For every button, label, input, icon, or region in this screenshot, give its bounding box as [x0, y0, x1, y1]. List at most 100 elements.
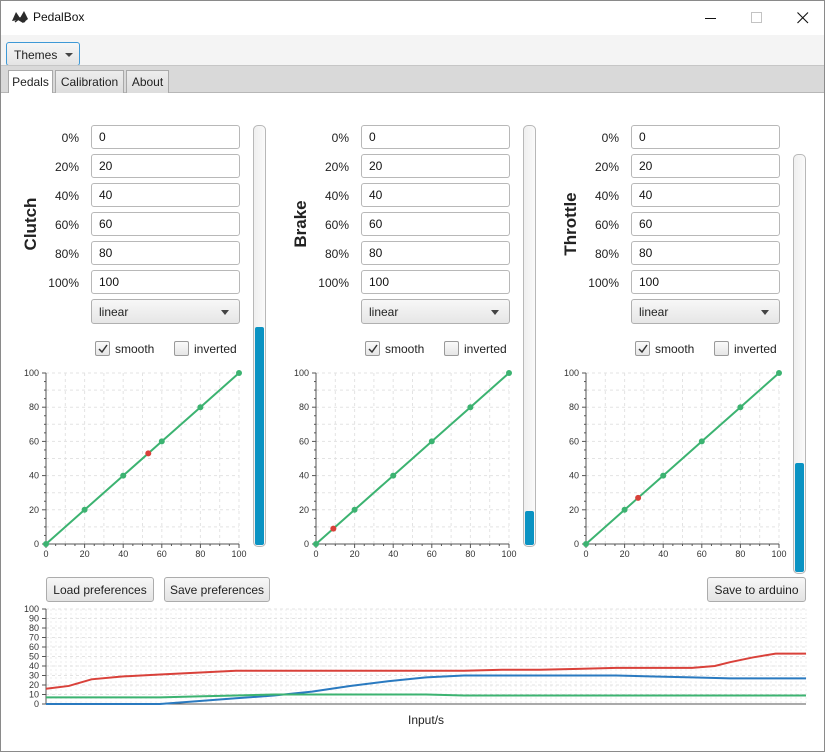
throttle-pct-label: 20%	[594, 160, 619, 174]
y-tick-label: 100	[24, 604, 39, 614]
curve-point	[390, 472, 397, 479]
curve-point	[43, 541, 49, 547]
clutch-curve-line	[45, 372, 240, 545]
close-button[interactable]	[780, 1, 825, 35]
clutch-history-line	[45, 652, 806, 690]
checkmark-icon	[98, 344, 108, 354]
x-tick-label: 100	[771, 549, 786, 559]
brake-pct-label: 100%	[318, 276, 349, 290]
checkmark-icon	[368, 344, 378, 354]
brake-inverted-label: inverted	[464, 342, 507, 356]
clutch-smooth-label: smooth	[115, 342, 155, 356]
curve-point	[776, 370, 782, 376]
throttle-pct-label: 0%	[601, 131, 619, 145]
x-tick-label: 0	[313, 549, 318, 559]
save-preferences-button[interactable]: Save preferences	[164, 577, 270, 602]
y-tick-label: 90	[29, 614, 39, 624]
curve-point	[236, 370, 242, 376]
tab-bar: Pedals Calibration About	[1, 65, 824, 95]
window-title: PedalBox	[33, 10, 85, 24]
throttle-curve-chart: 00 20 20 40 40 60 60 80 80 100 100	[564, 368, 787, 559]
throttle-curve-line	[585, 372, 780, 545]
pedals-panel: Clutch0%20%40%60%80%100%linearsmoothinve…	[1, 93, 824, 751]
clutch-current-point	[145, 450, 152, 457]
clutch-curve-select[interactable]: linear	[91, 299, 240, 324]
x-tick-label: 100	[501, 549, 516, 559]
clutch-pct-input[interactable]	[91, 125, 240, 149]
chevron-down-icon	[761, 310, 769, 315]
throttle-pct-label: 60%	[594, 218, 619, 232]
throttle-pct-input[interactable]	[631, 154, 780, 178]
throttle-pct-input[interactable]	[631, 183, 780, 207]
x-tick-label: 80	[735, 549, 745, 559]
throttle-current-point	[635, 494, 642, 501]
maximize-button[interactable]	[734, 1, 780, 35]
x-tick-label: 0	[43, 549, 48, 559]
x-tick-label: 20	[80, 549, 90, 559]
brake-pct-input[interactable]	[361, 183, 510, 207]
x-tick-label: 80	[465, 549, 475, 559]
x-tick-label: 40	[118, 549, 128, 559]
y-tick-label: 0	[34, 699, 39, 709]
throttle-curve-value: linear	[639, 305, 669, 319]
x-tick-label: 100	[231, 549, 246, 559]
throttle-curve-select[interactable]: linear	[631, 299, 780, 324]
x-tick-label: 80	[195, 549, 205, 559]
curve-point	[351, 506, 358, 513]
chevron-down-icon	[491, 310, 499, 315]
brake-curve-value: linear	[369, 305, 399, 319]
y-tick-label: 80	[299, 402, 309, 412]
themes-menu-button[interactable]: Themes	[6, 42, 80, 66]
x-tick-label: 20	[350, 549, 360, 559]
brake-pct-input[interactable]	[361, 212, 510, 236]
minimize-button[interactable]	[688, 1, 734, 35]
close-icon	[797, 12, 809, 24]
tab-about[interactable]: About	[126, 70, 169, 94]
x-tick-label: 60	[427, 549, 437, 559]
brake-curve-chart: 00 20 20 40 40 60 60 80 80 100 100	[294, 368, 517, 559]
throttle-pct-input[interactable]	[631, 270, 780, 294]
chevron-down-icon	[65, 53, 73, 57]
curve-point	[158, 438, 165, 445]
brake-pct-input[interactable]	[361, 270, 510, 294]
clutch-pct-input[interactable]	[91, 212, 240, 236]
y-tick-label: 60	[29, 642, 39, 652]
throttle-history-line	[46, 693, 806, 699]
brake-pct-input[interactable]	[361, 125, 510, 149]
clutch-pct-input[interactable]	[91, 270, 240, 294]
load-preferences-button[interactable]: Load preferences	[46, 577, 154, 602]
throttle-inverted-box	[714, 341, 729, 356]
brake-pct-label: 60%	[324, 218, 349, 232]
tab-calibration[interactable]: Calibration	[55, 70, 124, 94]
tab-pedals[interactable]: Pedals	[8, 70, 53, 95]
clutch-pct-input[interactable]	[91, 241, 240, 265]
clutch-pct-input[interactable]	[91, 183, 240, 207]
live-chart-xlabel: Input/s	[408, 713, 445, 727]
y-tick-label: 100	[24, 368, 39, 378]
maximize-icon	[751, 12, 762, 23]
brake-pct-label: 80%	[324, 247, 349, 261]
curve-point	[467, 404, 474, 411]
clutch-level-fill	[255, 327, 264, 545]
brake-curve-select[interactable]: linear	[361, 299, 510, 324]
y-tick-label: 60	[29, 436, 39, 446]
y-tick-label: 20	[29, 680, 39, 690]
themes-menu-label: Themes	[14, 48, 58, 62]
brake-pct-input[interactable]	[361, 154, 510, 178]
clutch-pct-input[interactable]	[91, 154, 240, 178]
brake-pct-input[interactable]	[361, 241, 510, 265]
brake-level-bar	[523, 125, 536, 547]
throttle-pct-input[interactable]	[631, 241, 780, 265]
clutch-inverted-box	[174, 341, 189, 356]
curve-point	[120, 472, 127, 479]
y-tick-label: 40	[299, 471, 309, 481]
save-to-arduino-button[interactable]: Save to arduino	[707, 577, 806, 602]
throttle-pct-label: 80%	[594, 247, 619, 261]
clutch-level-bar	[253, 125, 266, 547]
y-tick-label: 40	[29, 471, 39, 481]
y-tick-label: 0	[574, 539, 579, 549]
throttle-pct-input[interactable]	[631, 212, 780, 236]
x-tick-label: 60	[697, 549, 707, 559]
curve-point	[621, 506, 628, 513]
throttle-pct-input[interactable]	[631, 125, 780, 149]
